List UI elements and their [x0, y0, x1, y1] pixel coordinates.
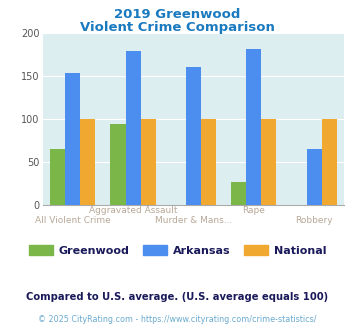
- Text: Compared to U.S. average. (U.S. average equals 100): Compared to U.S. average. (U.S. average …: [26, 292, 329, 302]
- Bar: [50, 149, 65, 205]
- Legend: Greenwood, Arkansas, National: Greenwood, Arkansas, National: [24, 240, 331, 260]
- Bar: [322, 119, 337, 205]
- Text: Aggravated Assault: Aggravated Assault: [89, 206, 178, 215]
- Text: Violent Crime Comparison: Violent Crime Comparison: [80, 21, 275, 34]
- Bar: [141, 119, 156, 205]
- Bar: [126, 51, 141, 205]
- Bar: [110, 124, 126, 205]
- Text: All Violent Crime: All Violent Crime: [35, 216, 111, 225]
- Bar: [231, 182, 246, 205]
- Bar: [246, 49, 261, 205]
- Text: Robbery: Robbery: [295, 216, 333, 225]
- Bar: [80, 119, 95, 205]
- Text: © 2025 CityRating.com - https://www.cityrating.com/crime-statistics/: © 2025 CityRating.com - https://www.city…: [38, 315, 317, 324]
- Bar: [261, 119, 277, 205]
- Bar: [201, 119, 216, 205]
- Bar: [65, 73, 80, 205]
- Text: Murder & Mans...: Murder & Mans...: [155, 216, 232, 225]
- Text: 2019 Greenwood: 2019 Greenwood: [114, 8, 241, 21]
- Bar: [186, 67, 201, 205]
- Bar: [307, 149, 322, 205]
- Text: Rape: Rape: [242, 206, 265, 215]
